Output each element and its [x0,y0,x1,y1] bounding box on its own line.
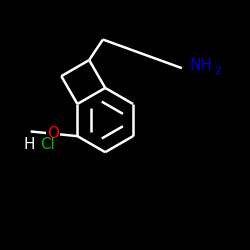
Text: Cl: Cl [40,137,54,152]
Text: 2: 2 [214,66,221,76]
Text: NH: NH [189,58,212,73]
Text: H: H [24,137,35,152]
Text: O: O [47,126,59,141]
